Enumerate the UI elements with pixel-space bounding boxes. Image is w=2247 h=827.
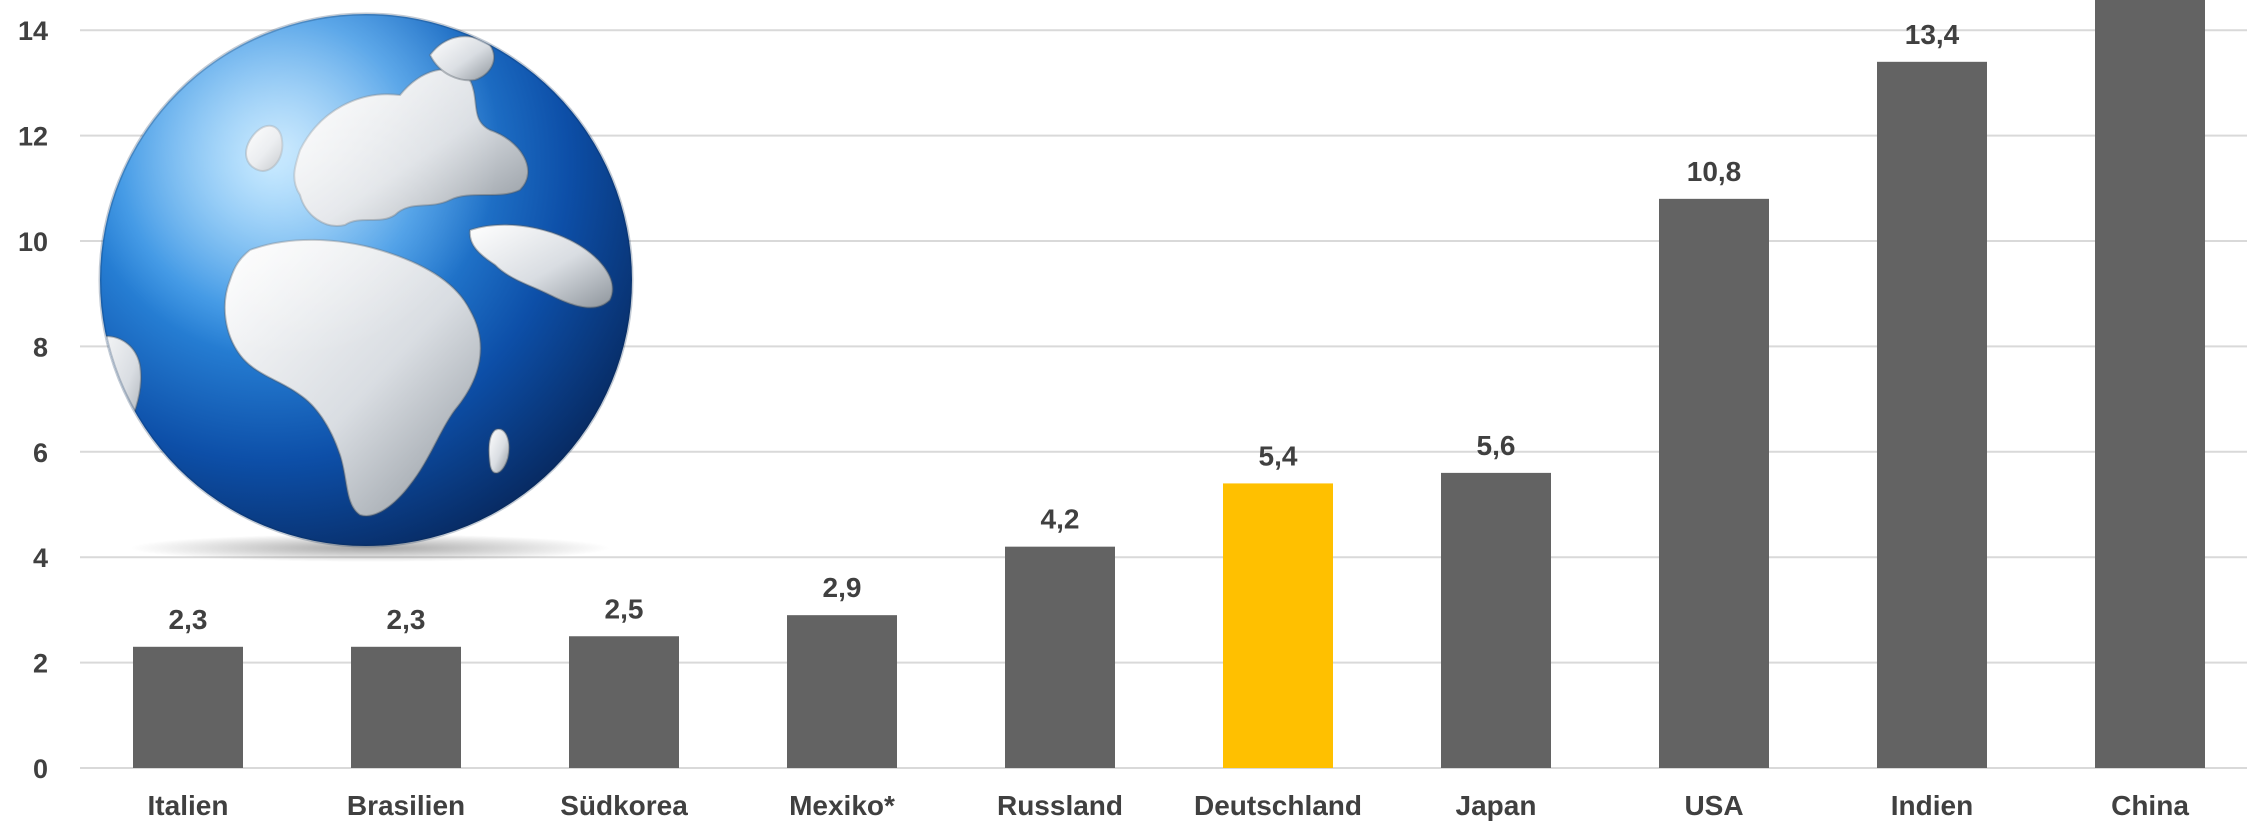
x-tick-label: China (2111, 790, 2189, 821)
x-tick-label: USA (1684, 790, 1743, 821)
data-label: 13,4 (1905, 19, 1960, 50)
bar (787, 615, 897, 768)
bar (1005, 546, 1115, 768)
y-tick-label: 6 (33, 438, 48, 468)
y-tick-label: 2 (33, 649, 48, 679)
y-tick-label: 0 (33, 754, 48, 784)
x-tick-label: Mexiko* (789, 790, 895, 821)
y-tick-label: 8 (33, 332, 48, 362)
bar (351, 646, 461, 768)
y-tick-label: 14 (18, 16, 48, 46)
data-label: 2,5 (605, 593, 644, 624)
bar (1659, 198, 1769, 769)
x-tick-label: Russland (997, 790, 1123, 821)
data-label: 4,2 (1041, 504, 1080, 535)
x-tick-label: Italien (148, 790, 229, 821)
x-tick-label: Indien (1891, 790, 1973, 821)
bar (1223, 483, 1333, 768)
x-axis: Italien Brasilien Südkorea Mexiko* Russland D… (148, 790, 2190, 821)
x-tick-label: Südkorea (560, 790, 688, 821)
y-axis: 0 2 4 6 8 10 12 14 (18, 16, 48, 784)
x-tick-label: Brasilien (347, 790, 465, 821)
bar (133, 646, 243, 768)
data-label: 10,8 (1687, 156, 1742, 187)
bar (1441, 472, 1551, 768)
bar (569, 636, 679, 768)
y-tick-label: 10 (18, 227, 48, 257)
data-label: 5,6 (1477, 430, 1516, 461)
data-label: 2,3 (169, 604, 208, 635)
globe-icon (98, 12, 634, 562)
bar (2095, 0, 2205, 768)
y-tick-label: 12 (18, 122, 48, 152)
data-label: 2,3 (387, 604, 426, 635)
x-tick-label: Deutschland (1194, 790, 1362, 821)
data-label: 2,9 (823, 572, 862, 603)
y-tick-label: 4 (33, 543, 48, 573)
bars (133, 0, 2205, 769)
data-label: 5,4 (1259, 440, 1298, 471)
value-labels: 2,3 2,3 2,5 2,9 4,2 5,4 5,6 10,8 13,4 (169, 19, 1960, 635)
bar (1877, 61, 1987, 768)
x-tick-label: Japan (1456, 790, 1537, 821)
